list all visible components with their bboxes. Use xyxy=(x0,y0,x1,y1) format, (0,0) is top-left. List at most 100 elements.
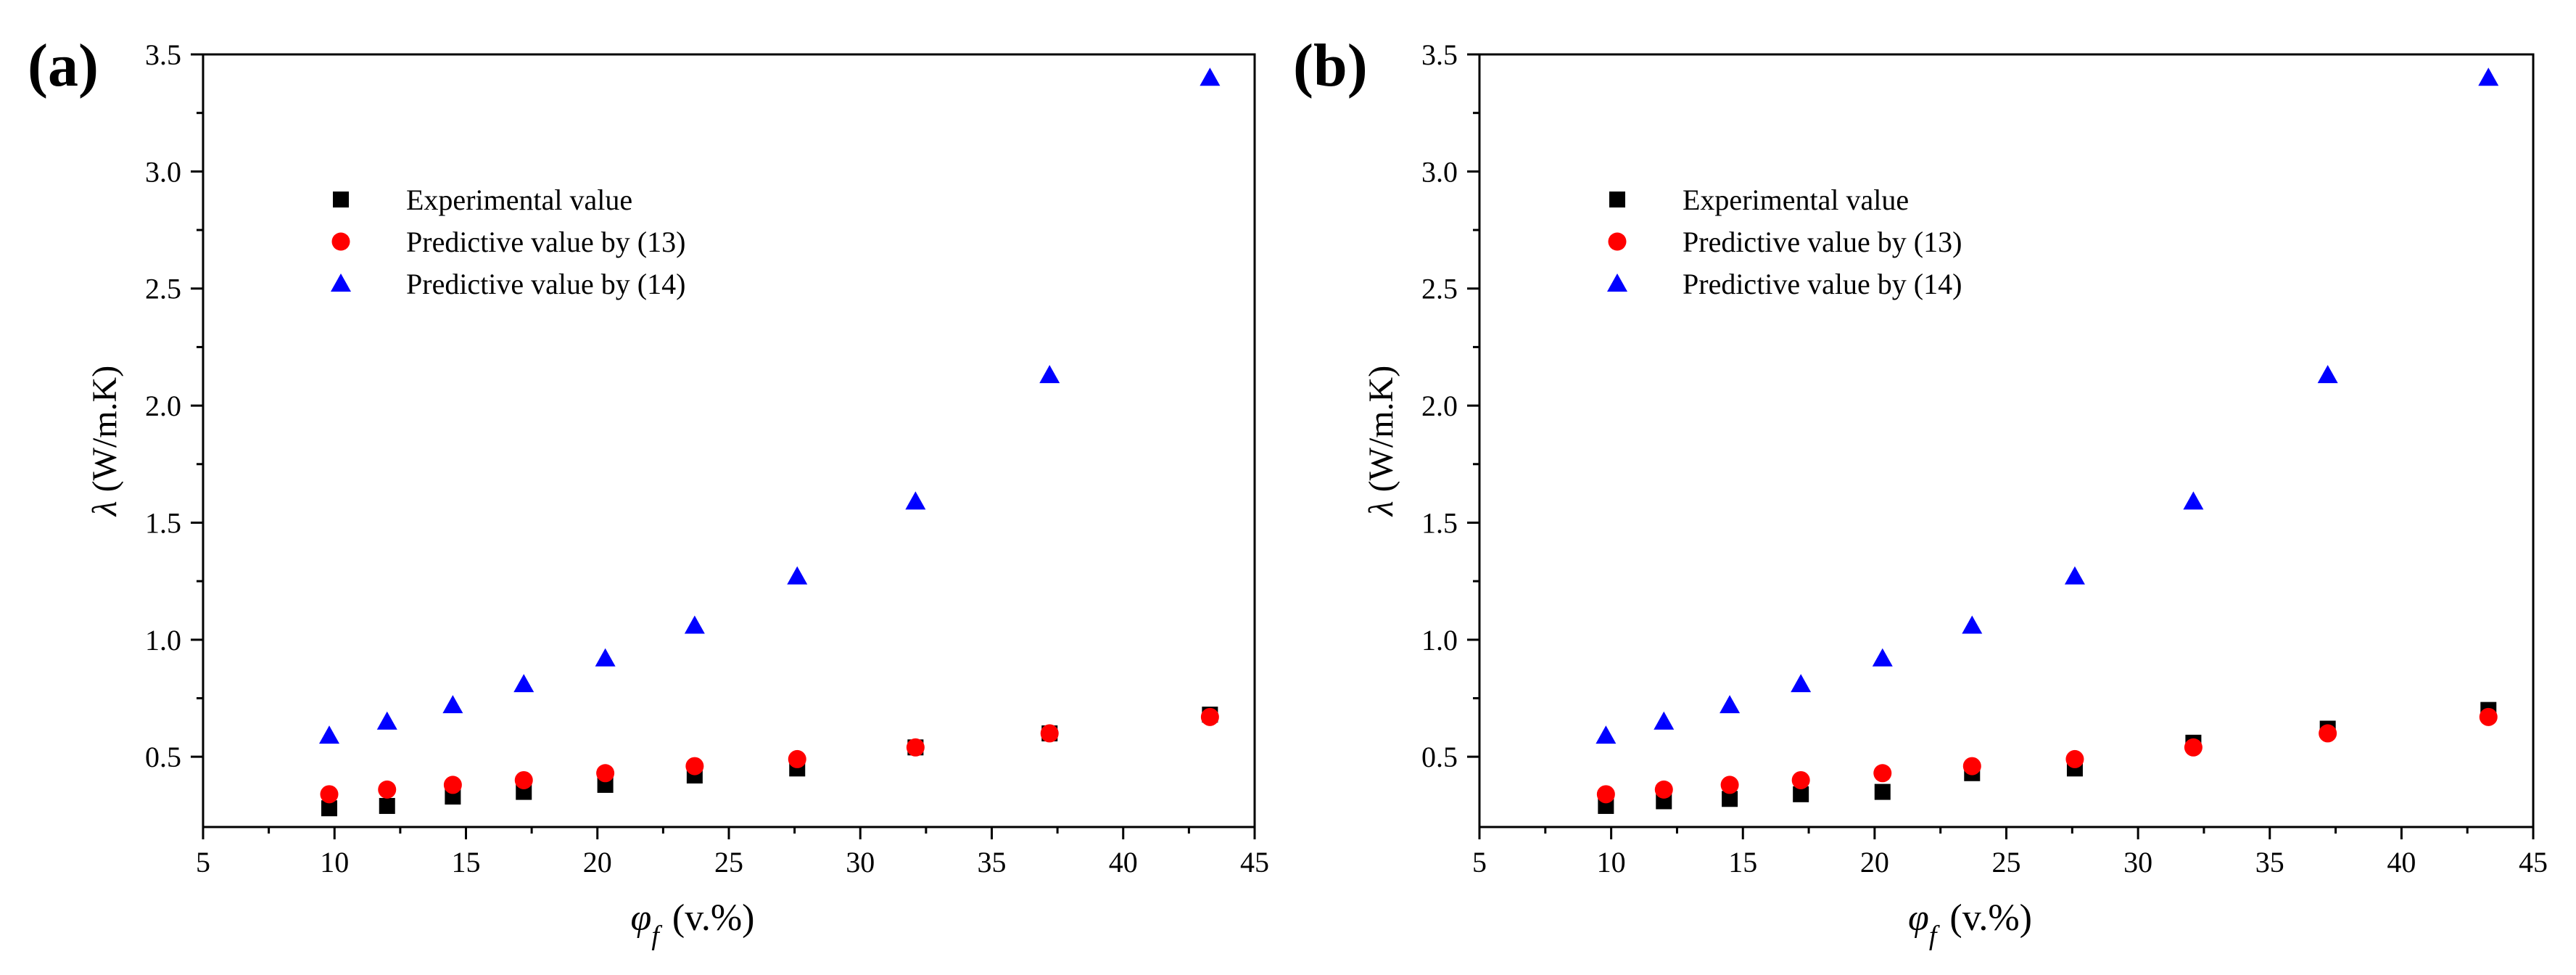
legend-label: Predictive value by (13) xyxy=(1683,226,1962,258)
data-point-triangle xyxy=(319,725,339,744)
x-axis-label-unit: (v.%) xyxy=(672,897,755,939)
legend-marker-square xyxy=(1609,192,1625,207)
x-tick-label: 10 xyxy=(320,846,349,879)
x-axis-label-symbol: φ xyxy=(631,897,652,939)
legend-label: Predictive value by (13) xyxy=(406,226,685,258)
data-point-triangle xyxy=(1791,674,1812,693)
y-tick-label: 3.5 xyxy=(145,38,181,71)
x-axis-label-unit: (v.%) xyxy=(1949,897,2032,939)
x-tick-label: 45 xyxy=(2519,846,2548,879)
x-tick-label: 10 xyxy=(1597,846,1626,879)
data-point-circle xyxy=(596,764,615,783)
data-point-circle xyxy=(788,749,806,768)
x-tick-label: 45 xyxy=(1240,846,1269,879)
data-point-circle xyxy=(514,770,533,789)
y-tick-label: 1.0 xyxy=(145,624,181,657)
legend-marker-circle xyxy=(331,232,350,251)
panel-label: (a) xyxy=(28,32,99,99)
data-point-triangle xyxy=(1720,695,1741,714)
series-0 xyxy=(1598,702,2497,814)
data-point-circle xyxy=(1200,707,1219,726)
y-axis-label-symbol: λ xyxy=(1362,501,1400,517)
data-point-triangle xyxy=(1962,615,1983,634)
plot-frame xyxy=(1478,53,2535,828)
legend: Experimental value Predictive value by (1… xyxy=(1607,184,1962,300)
data-point-circle xyxy=(320,785,339,804)
x-axis-label-subscript: f xyxy=(1929,921,1940,951)
y-axis-label-symbol: λ xyxy=(86,501,124,517)
x-tick-label: 30 xyxy=(846,846,875,879)
y-tick-label: 1.5 xyxy=(1421,506,1458,539)
x-tick-label: 20 xyxy=(1860,846,1889,879)
x-axis-label: φf (v.%) xyxy=(631,897,755,951)
y-axis-label: λ (W/m.K) xyxy=(1362,366,1400,517)
x-tick-label: 40 xyxy=(2387,846,2416,879)
data-point-square xyxy=(1793,786,1809,802)
data-point-circle xyxy=(1791,770,1810,789)
y-tick-label: 0.5 xyxy=(1421,741,1458,773)
data-point-triangle xyxy=(1595,725,1617,744)
plot-frame xyxy=(202,53,1256,828)
y-tick-label: 0.5 xyxy=(145,741,181,773)
y-axis-label-unit: (W/m.K) xyxy=(86,366,124,501)
data-point-circle xyxy=(906,738,925,757)
data-point-circle xyxy=(2065,749,2084,768)
legend-marker-triangle xyxy=(1607,273,1627,292)
data-point-triangle xyxy=(2478,67,2499,86)
data-point-circle xyxy=(2479,707,2498,726)
data-point-circle xyxy=(1962,757,1981,776)
data-point-triangle xyxy=(684,615,705,634)
y-tick-label: 1.5 xyxy=(145,506,181,539)
legend-marker-square xyxy=(333,192,349,207)
y-tick-label: 2.5 xyxy=(1421,273,1458,305)
data-point-square xyxy=(379,797,395,814)
data-point-square xyxy=(321,800,337,817)
x-tick-label: 25 xyxy=(1992,846,2021,879)
x-tick-label: 40 xyxy=(1109,846,1138,879)
data-point-circle xyxy=(1654,780,1673,799)
y-tick-label: 3.5 xyxy=(1421,38,1458,71)
legend: Experimental value Predictive value by (1… xyxy=(331,184,685,300)
data-point-circle xyxy=(1873,764,1892,783)
series-2 xyxy=(319,67,1221,744)
x-tick-label: 35 xyxy=(978,846,1007,879)
data-point-circle xyxy=(1040,724,1059,743)
data-point-square xyxy=(1722,791,1738,807)
legend-marker-triangle xyxy=(331,273,351,292)
data-point-square xyxy=(1874,783,1891,800)
data-point-triangle xyxy=(376,711,397,730)
data-point-triangle xyxy=(1654,711,1675,730)
x-tick-label: 20 xyxy=(583,846,612,879)
data-point-triangle xyxy=(2064,566,2085,585)
legend-label: Experimental value xyxy=(406,184,632,216)
data-point-triangle xyxy=(513,674,534,693)
legend-label: Experimental value xyxy=(1683,184,1909,216)
x-axis-label-subscript: f xyxy=(651,921,662,951)
x-tick-label: 35 xyxy=(2255,846,2284,879)
y-axis-label-unit: (W/m.K) xyxy=(1362,366,1400,501)
series-1 xyxy=(320,707,1219,804)
data-point-triangle xyxy=(1039,365,1060,384)
data-point-triangle xyxy=(442,695,463,714)
legend-label: Predictive value by (14) xyxy=(406,268,685,300)
y-axis-label: λ (W/m.K) xyxy=(86,366,124,517)
series-0 xyxy=(321,707,1218,817)
x-tick-label: 5 xyxy=(196,846,210,879)
y-tick-label: 2.0 xyxy=(1421,390,1458,422)
data-point-circle xyxy=(1720,776,1739,794)
data-point-circle xyxy=(2184,738,2203,757)
x-tick-label: 15 xyxy=(1728,846,1757,879)
x-tick-label: 15 xyxy=(452,846,481,879)
y-tick-label: 2.5 xyxy=(145,273,181,305)
x-axis-label-symbol: φ xyxy=(1908,897,1929,939)
x-tick-label: 5 xyxy=(1472,846,1487,879)
series-2 xyxy=(1595,67,2499,744)
y-tick-label: 2.0 xyxy=(145,390,181,422)
data-point-triangle xyxy=(595,648,616,667)
data-point-circle xyxy=(443,776,462,794)
x-axis-label: φf (v.%) xyxy=(1908,897,2032,951)
data-point-circle xyxy=(1596,785,1615,804)
legend-marker-circle xyxy=(1608,232,1627,251)
data-point-circle xyxy=(378,780,397,799)
